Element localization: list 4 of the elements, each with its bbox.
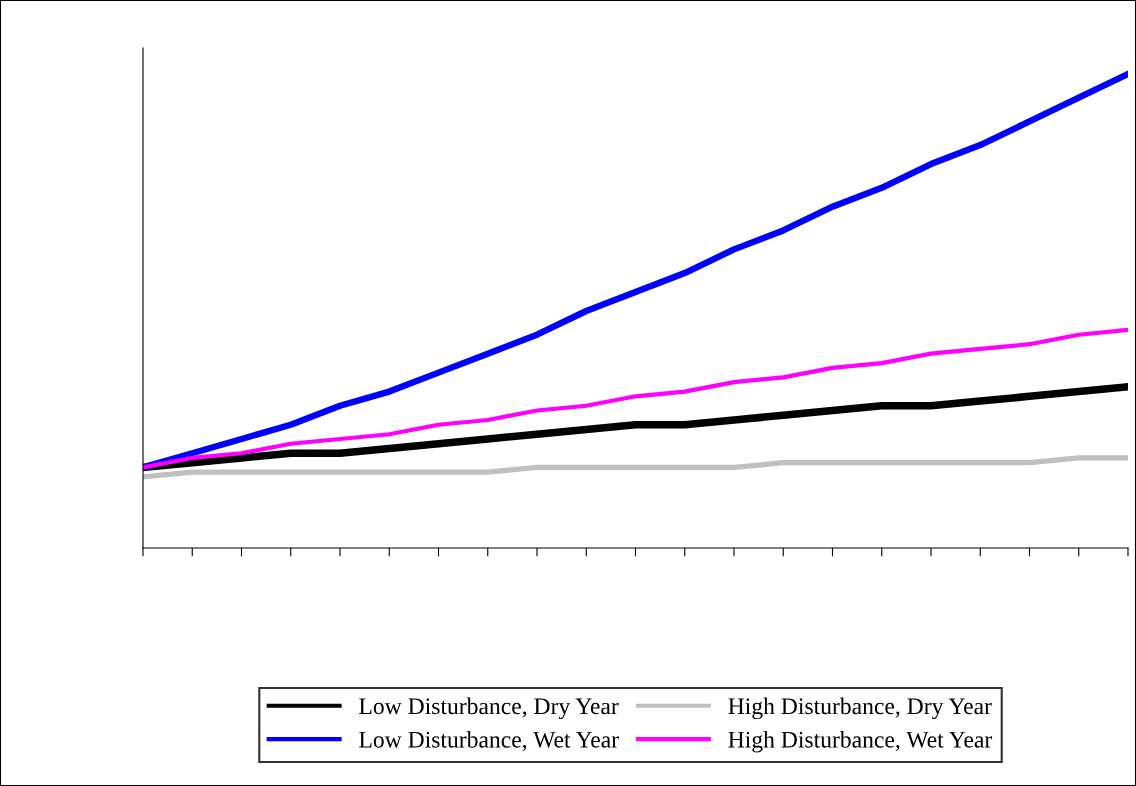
legend-label: Low Disturbance, Dry Year <box>359 697 619 720</box>
legend-label: High Disturbance, Dry Year <box>728 697 992 720</box>
legend-label: Low Disturbance, Wet Year <box>359 731 619 752</box>
legend-label: High Disturbance, Wet Year <box>728 731 993 753</box>
